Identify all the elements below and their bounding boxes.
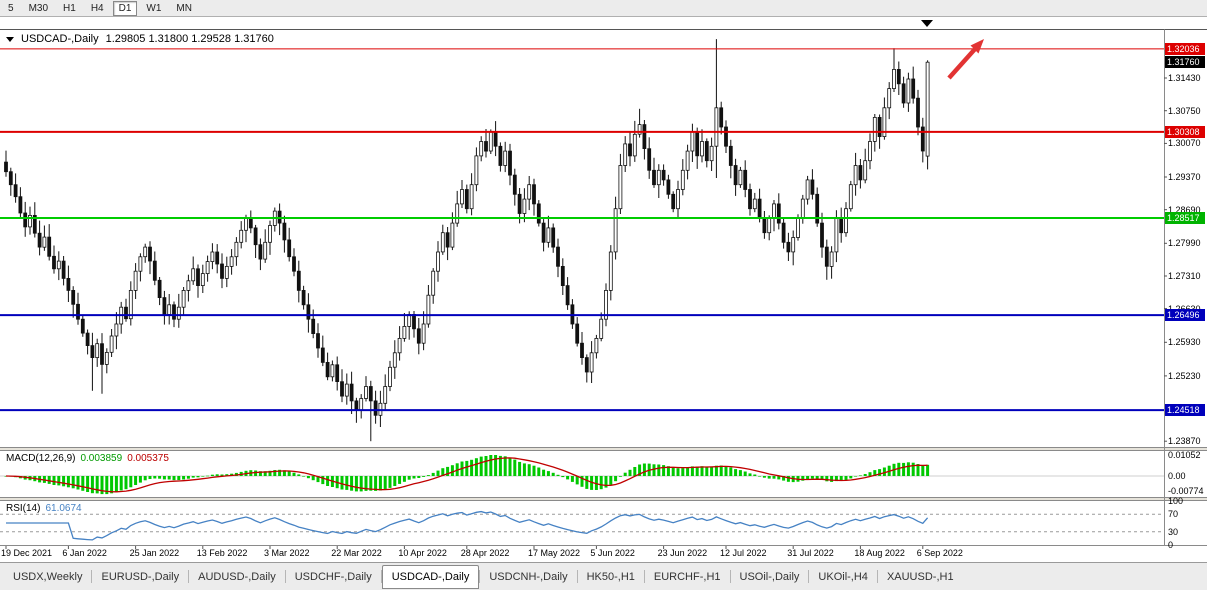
tab-separator <box>188 570 190 583</box>
chart-window: USDCAD-,Daily 1.29805 1.31800 1.29528 1.… <box>0 17 1207 562</box>
macd-pane <box>0 455 1164 495</box>
symbol-tab-usdcad-daily[interactable]: USDCAD-,Daily <box>381 564 480 589</box>
macd-signal-value: 0.005375 <box>127 453 169 464</box>
tab-separator <box>808 570 810 583</box>
symbol-tab-ukoil-h4[interactable]: UKOil-,H4 <box>818 570 868 583</box>
symbol-tab-eurchf-h1[interactable]: EURCHF-,H1 <box>653 570 721 583</box>
symbol-tab-eurusd-daily[interactable]: EURUSD-,Daily <box>101 570 180 583</box>
macd-indicator-label: MACD(12,26,9) 0.003859 0.005375 <box>6 453 169 464</box>
timeframe-button-h1[interactable]: H1 <box>63 2 76 14</box>
tab-separator <box>876 570 878 583</box>
tab-separator <box>284 570 286 583</box>
symbol-tab-bar: USDX,Weekly EURUSD-,Daily AUDUSD-,Daily USD… <box>0 562 1207 590</box>
symbol-tab-usdcnh-daily[interactable]: USDCNH-,Daily <box>489 570 568 583</box>
chart-ohlc-values: 1.29805 1.31800 1.29528 1.31760 <box>105 33 274 45</box>
symbol-tab-usdx-weekly[interactable]: USDX,Weekly <box>13 570 83 583</box>
tab-separator <box>479 570 481 583</box>
rsi-pane <box>0 510 1164 541</box>
tab-separator <box>576 570 578 583</box>
macd-main-value: 0.003859 <box>80 453 123 464</box>
chart-title-row: USDCAD-,Daily 1.29805 1.31800 1.29528 1.… <box>6 33 274 45</box>
chart-symbol-period: USDCAD-,Daily <box>21 33 99 45</box>
timeframe-button-w1[interactable]: W1 <box>146 2 162 14</box>
symbol-tab-usoil-daily[interactable]: USOil-,Daily <box>739 570 800 583</box>
timeframe-button-d1[interactable]: D1 <box>112 0 138 16</box>
triangle-down-icon[interactable] <box>6 36 14 42</box>
timeframe-button-5[interactable]: 5 <box>8 2 14 14</box>
timeframe-button-h4[interactable]: H4 <box>90 2 104 14</box>
rsi-indicator-label: RSI(14) 61.0674 <box>6 503 82 514</box>
candlestick-chart-canvas[interactable] <box>0 17 1207 562</box>
candles-group <box>4 39 930 442</box>
timeframe-button-mn[interactable]: MN <box>176 2 192 14</box>
symbol-tab-usdchf-daily[interactable]: USDCHF-,Daily <box>294 570 372 583</box>
rsi-name: RSI(14) <box>6 503 41 514</box>
symbol-tab-audusd-daily[interactable]: AUDUSD-,Daily <box>198 570 276 583</box>
rsi-value: 61.0674 <box>45 503 82 514</box>
tab-separator <box>729 570 731 583</box>
triangle-down-marker-icon[interactable] <box>921 20 933 27</box>
timeframe-toolbar: 5 M30 H1 H4 D1 W1 MN <box>0 0 1207 17</box>
macd-name: MACD(12,26,9) <box>6 453 76 464</box>
symbol-tab-hk50-h1[interactable]: HK50-,H1 <box>586 570 635 583</box>
tab-separator <box>643 570 645 583</box>
up-arrow-annotation[interactable] <box>947 39 984 80</box>
symbol-tab-xauusd-h1[interactable]: XAUUSD-,H1 <box>886 570 954 583</box>
tab-separator <box>380 570 382 583</box>
tab-separator <box>91 570 93 583</box>
timeframe-button-m30[interactable]: M30 <box>28 2 49 14</box>
